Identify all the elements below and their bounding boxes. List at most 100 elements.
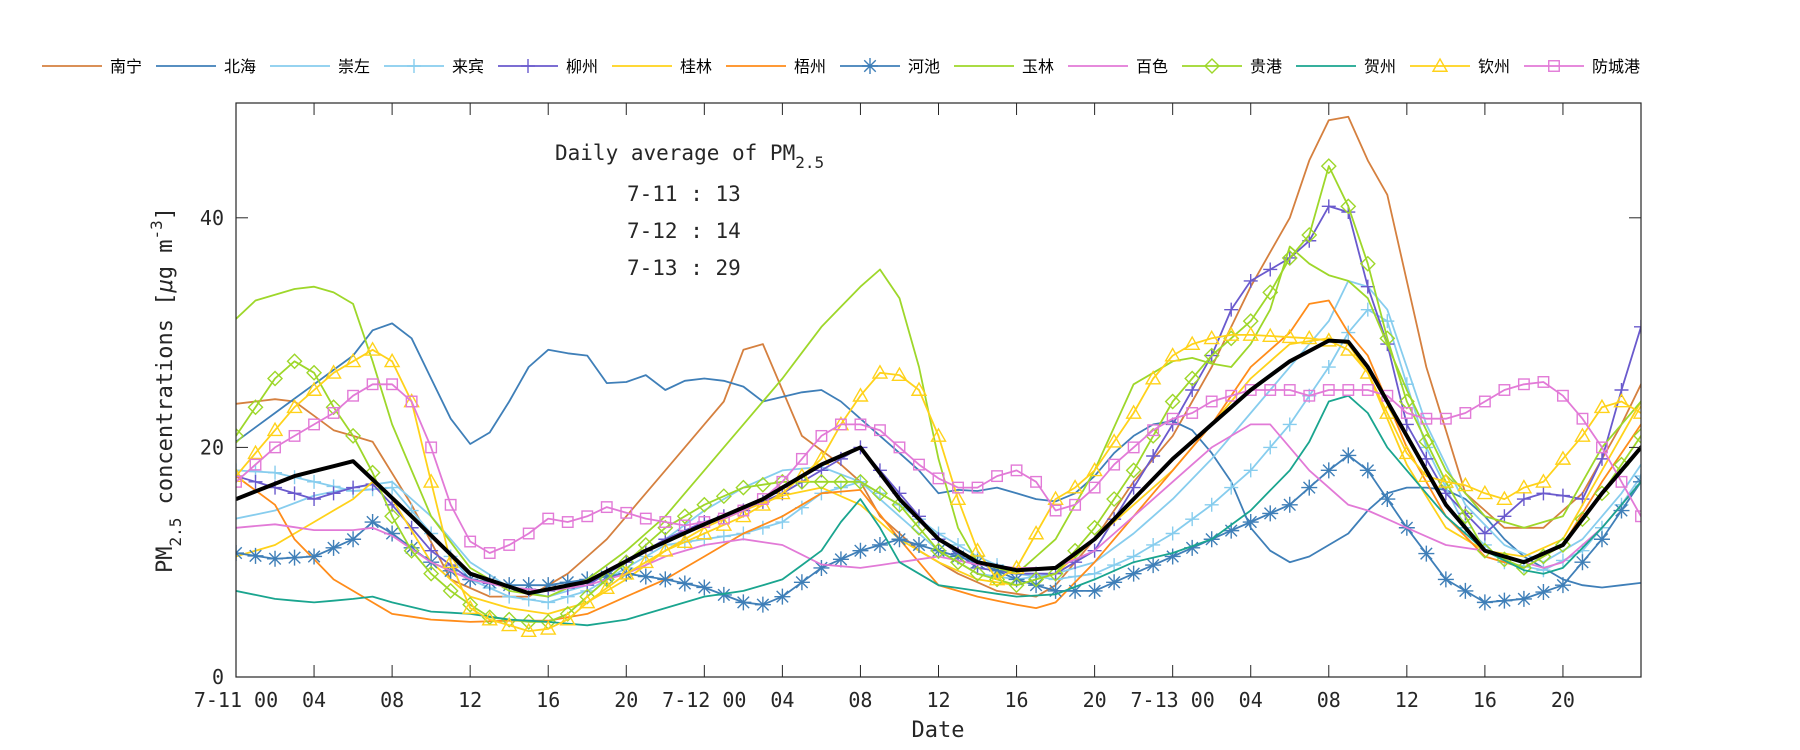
- data-point: [1321, 360, 1336, 375]
- data-point: [834, 418, 847, 431]
- x-tick-label: 16: [536, 688, 560, 712]
- series-贵港: [236, 158, 1641, 630]
- data-point: [1712, 372, 1726, 386]
- data-point: [1108, 458, 1121, 471]
- data-point: [268, 465, 283, 480]
- data-point: [1010, 464, 1023, 477]
- data-point: [1673, 452, 1687, 464]
- y-tick-label: 40: [200, 206, 224, 230]
- data-point: [969, 565, 986, 582]
- data-point: [1263, 262, 1278, 277]
- data-point: [1342, 384, 1355, 396]
- legend-label: 南宁: [110, 57, 142, 76]
- data-point: [696, 579, 713, 596]
- data-point: [932, 472, 945, 485]
- y-tick-label: 20: [200, 435, 224, 459]
- data-point: [657, 571, 674, 588]
- data-point: [1675, 557, 1686, 568]
- data-point: [735, 594, 752, 611]
- data-point: [1146, 449, 1161, 464]
- data-point: [1437, 473, 1455, 488]
- data-point: [1127, 441, 1140, 454]
- data-point: [1281, 328, 1298, 344]
- data-point: [1732, 521, 1746, 533]
- data-point: [1086, 461, 1103, 477]
- data-point: [950, 548, 967, 565]
- data-point: [715, 586, 732, 603]
- legend-label: 梧州: [794, 57, 826, 76]
- data-point: [483, 547, 496, 559]
- legend-entry: 桂林: [612, 57, 712, 76]
- data-point: [715, 488, 732, 505]
- legend-label: 玉林: [1022, 57, 1054, 76]
- data-point: [520, 577, 537, 594]
- annotation-title: Daily average of PM2.5: [555, 141, 824, 172]
- data-point: [1476, 594, 1493, 611]
- data-point: [559, 574, 576, 591]
- data-point: [1554, 450, 1572, 465]
- data-point: [385, 480, 400, 495]
- legend-entry: 北海: [156, 57, 256, 76]
- data-point: [405, 395, 418, 408]
- data-point: [1772, 555, 1783, 566]
- data-point: [1496, 490, 1513, 506]
- data-point: [1303, 389, 1316, 402]
- x-tick-label: 08: [380, 688, 404, 712]
- data-point: [1476, 542, 1493, 559]
- series-line: [236, 115, 1641, 598]
- data-point: [1535, 584, 1552, 601]
- data-point: [1477, 526, 1492, 541]
- data-point: [345, 531, 362, 548]
- data-point: [1321, 199, 1336, 214]
- data-point: [1790, 211, 1800, 225]
- data-point: [1596, 441, 1608, 454]
- series-贺州: [236, 394, 1641, 627]
- series-南宁: [236, 115, 1641, 598]
- data-point: [503, 539, 516, 551]
- data-point: [637, 568, 654, 585]
- data-point: [1320, 158, 1337, 175]
- data-point: [795, 452, 808, 465]
- x-tick-label: 08: [1317, 688, 1341, 712]
- data-point: [1047, 490, 1064, 506]
- data-point: [657, 542, 674, 557]
- data-point: [1379, 404, 1396, 419]
- data-point: [1574, 554, 1591, 571]
- data-point: [1655, 540, 1666, 551]
- data-point: [1223, 522, 1240, 539]
- series-line: [236, 205, 1641, 592]
- data-point: [267, 370, 284, 387]
- data-point: [1125, 565, 1142, 582]
- data-point: [871, 485, 888, 502]
- legend-label: 来宾: [452, 57, 484, 76]
- data-point: [1634, 319, 1641, 334]
- data-point: [1593, 531, 1610, 548]
- data-point: [1243, 273, 1258, 288]
- data-point: [1574, 511, 1591, 528]
- data-point: [1262, 505, 1279, 522]
- annotation-line-2: 7-12 : 14: [627, 219, 741, 243]
- legend-entry: 柳州: [498, 57, 598, 76]
- data-point: [327, 407, 340, 419]
- data-point: [383, 352, 401, 368]
- data-point: [832, 473, 849, 490]
- legend-entry: 河池: [840, 57, 940, 76]
- data-point: [756, 493, 769, 506]
- data-point: [1594, 451, 1609, 466]
- data-point: [1225, 389, 1238, 402]
- data-point: [308, 418, 321, 431]
- data-point: [1164, 548, 1181, 565]
- data-point: [1340, 198, 1357, 215]
- data-point: [307, 474, 322, 489]
- data-point: [1186, 407, 1199, 419]
- data-point: [344, 352, 362, 368]
- data-point: [1281, 496, 1298, 513]
- data-point: [1204, 58, 1220, 74]
- data-point: [1593, 485, 1610, 502]
- data-point: [247, 444, 264, 460]
- data-point: [1515, 479, 1533, 494]
- data-point: [1224, 480, 1239, 495]
- legend-label: 柳州: [566, 57, 598, 76]
- data-point: [1653, 451, 1669, 467]
